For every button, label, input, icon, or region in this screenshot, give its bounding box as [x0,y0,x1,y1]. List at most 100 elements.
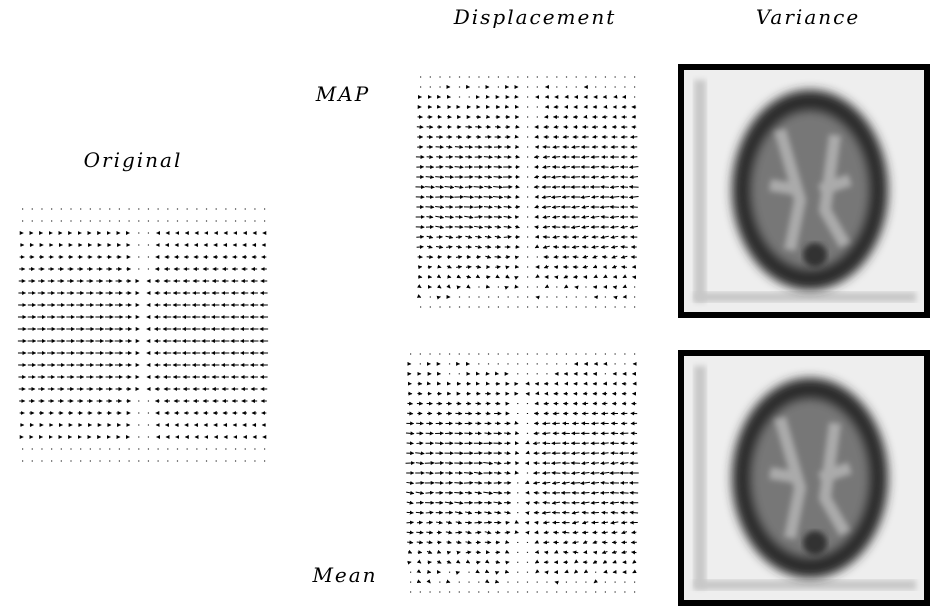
arrow [582,226,589,227]
arrow [419,572,421,573]
arrow [426,512,433,513]
arrow [456,246,461,247]
arrow [552,177,561,178]
arrow [504,512,510,513]
arrow [543,217,550,218]
arrow [454,493,463,494]
arrow [494,512,501,513]
arrow [446,236,453,238]
arrow [591,423,598,424]
arrow [582,206,589,207]
arrow [419,297,421,298]
arrow [485,247,491,248]
arrow [601,236,609,237]
arrow [552,206,560,207]
arrow [603,561,606,563]
arrow [515,187,519,188]
arrow [629,187,638,188]
arrow [581,453,589,454]
arrow [534,493,539,494]
arrow [494,207,501,208]
arrow [583,256,588,257]
arrow [446,522,452,523]
arrow [575,561,577,563]
arrow [446,247,452,248]
arrow [438,297,440,298]
arrow [542,482,550,483]
arrow [506,572,508,573]
arrow [571,226,580,227]
row-label-map: MAP [315,82,370,106]
arrow [574,571,576,573]
arrow [428,277,432,278]
arrow [484,433,491,434]
arrow [516,257,519,258]
arrow [505,257,510,258]
arrow [562,482,570,483]
arrow [573,257,579,258]
arrow [535,227,539,228]
arrow [435,187,443,188]
arrow [407,502,413,503]
arrow [475,236,481,237]
arrow [572,542,578,543]
arrow [534,157,539,158]
arrow [562,167,570,168]
arrow [610,216,619,217]
arrow [516,532,519,533]
arrow [448,582,450,583]
arrow [474,483,481,484]
arrow [571,177,580,178]
arrow [516,423,518,424]
arrow [474,472,482,473]
arrow [448,286,450,288]
arrow [426,532,432,533]
arrow [630,226,638,227]
arrow [487,572,489,573]
arrow [419,561,421,563]
arrow [572,522,578,524]
arrow [526,453,528,454]
arrow [484,157,492,158]
arrow [438,266,441,267]
arrow [456,522,462,523]
arrow [573,532,578,533]
arrow [475,177,483,178]
arrow [526,522,529,523]
arrow [487,562,489,563]
arrow [436,522,442,523]
arrow [496,562,500,563]
arrow [458,572,460,573]
arrow [465,493,472,494]
arrow [544,266,548,268]
arrow [494,177,502,178]
arrow [483,463,492,464]
arrow [408,552,412,554]
arrow [582,157,590,158]
arrow [554,552,557,553]
arrow [620,463,628,464]
arrow [630,177,638,178]
arrow [612,256,618,258]
arrow [466,532,472,534]
arrow [612,266,617,268]
arrow [630,207,638,208]
arrow [621,226,628,227]
arrow [593,266,597,267]
arrow [494,502,502,503]
arrow [534,433,539,434]
arrow [604,276,606,277]
arrow [426,217,433,218]
arrow [445,502,453,503]
arrow [601,443,609,444]
arrow [622,267,627,268]
arrow [543,473,551,474]
arrow [613,287,616,288]
row-label-mean: Mean [311,563,377,587]
arrow [506,552,509,553]
arrow [457,276,460,278]
arrow [416,492,424,493]
arrow [464,483,473,484]
arrow [602,257,607,258]
arrow [427,157,433,158]
